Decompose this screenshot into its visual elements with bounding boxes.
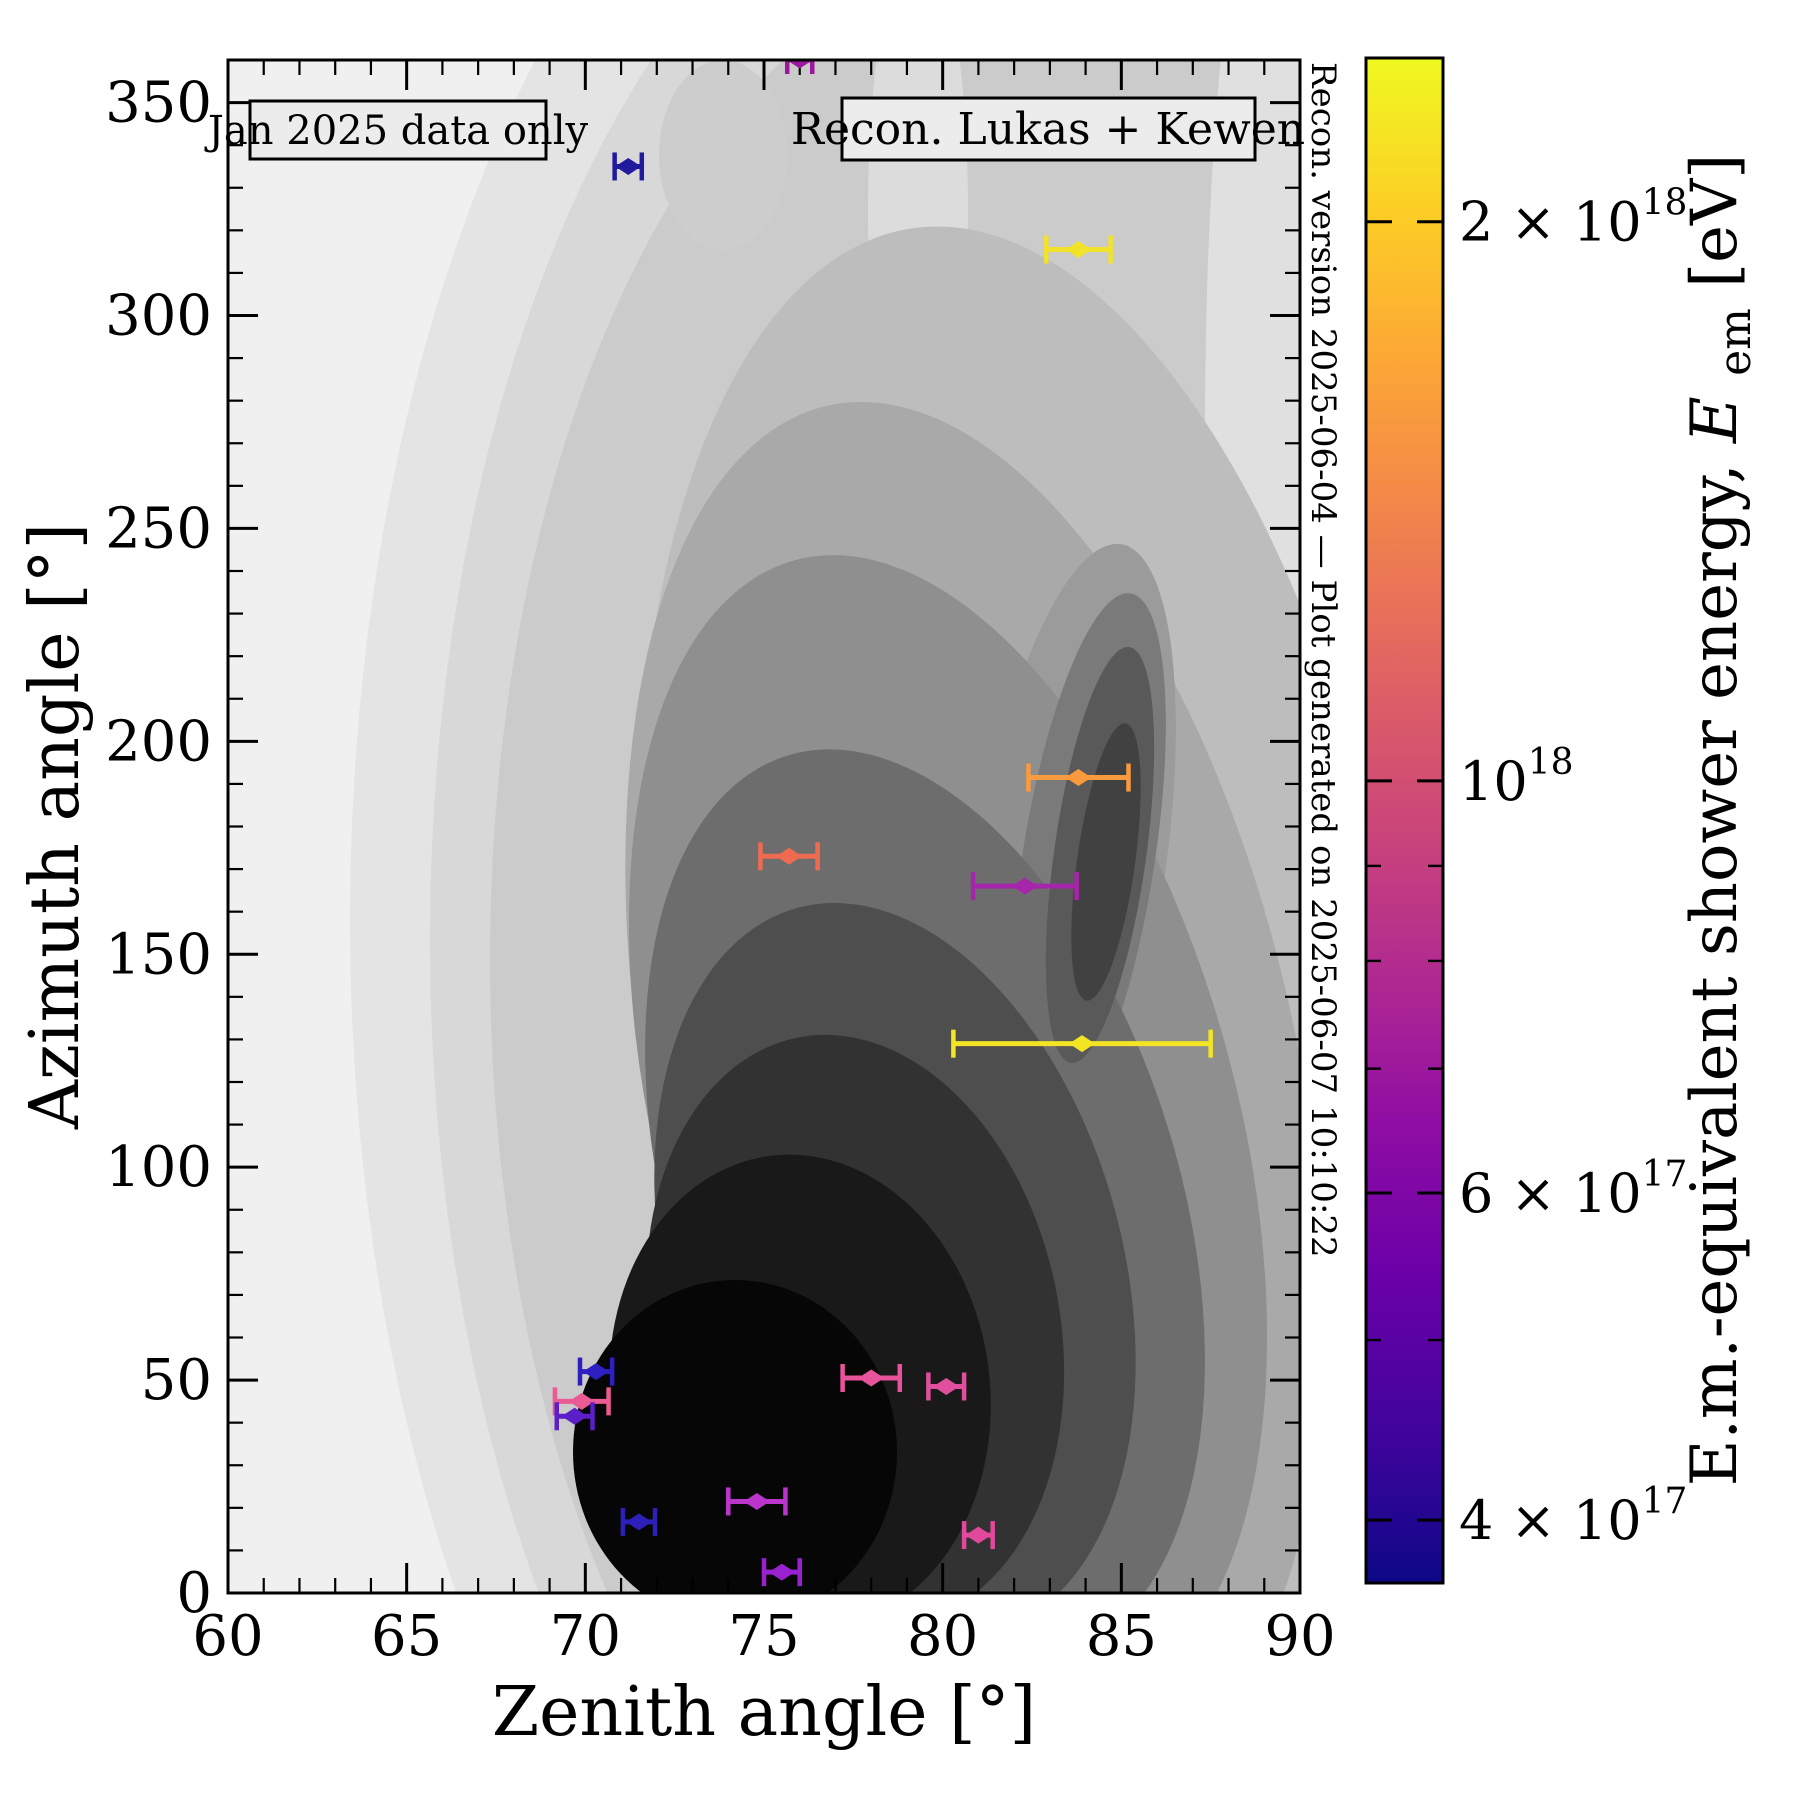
point-marker	[561, 1407, 588, 1425]
point-marker	[1011, 877, 1038, 895]
annotation-box	[840, 96, 1257, 162]
annotation-top-right-text: Recon. Lukas + Kewen	[791, 104, 1305, 155]
point-marker	[743, 1492, 770, 1510]
point-marker	[776, 847, 803, 865]
colorbar-tick-exponent: 17	[1642, 1481, 1688, 1522]
data-point	[951, 1029, 1213, 1058]
y-tick-label: 150	[105, 922, 212, 987]
data-point	[552, 1387, 611, 1416]
x-tick-label: 70	[550, 1604, 621, 1669]
y-axis-label: Azimuth angle [°]	[16, 523, 95, 1130]
point-marker	[1069, 1035, 1096, 1053]
colorbar-tick-label: 2 × 1018	[1459, 183, 1687, 254]
x-tick-label: 75	[728, 1604, 799, 1669]
colorbar-tick-base: 6 × 10	[1459, 1162, 1642, 1225]
data-point	[1026, 763, 1131, 792]
colorbar-tick-base: 4 × 10	[1459, 1489, 1642, 1552]
point-marker	[625, 1513, 652, 1531]
annotation-top-left-text: Jan 2025 data only	[204, 108, 589, 154]
contour-band	[1071, 723, 1141, 1001]
colorbar-tick-exponent: 17	[1642, 1154, 1688, 1195]
annotation-top-left: Jan 2025 data only	[204, 99, 589, 161]
y-tick-label: 100	[105, 1135, 212, 1200]
data-point	[1044, 235, 1113, 264]
point-marker	[786, 60, 813, 69]
y-tick-label: 50	[141, 1348, 212, 1413]
y-tick-label: 350	[105, 71, 212, 136]
data-point	[612, 152, 645, 181]
colorbar-tick-base: 10	[1459, 750, 1528, 813]
y-tick-label: 0	[176, 1561, 212, 1626]
x-tick-label: 90	[1264, 1604, 1335, 1669]
data-points	[552, 60, 1213, 1587]
point-marker	[583, 1363, 610, 1381]
annotation-box	[248, 99, 548, 161]
colorbar-label-prefix: E.m.-equivalent shower energy,	[1678, 443, 1752, 1486]
contour-band	[659, 60, 787, 250]
point-marker	[965, 1526, 992, 1544]
y-tick-label: 200	[105, 709, 212, 774]
colorbar-tick-label: 1018	[1459, 742, 1574, 813]
annotation-top-right: Recon. Lukas + Kewen	[791, 96, 1305, 162]
colorbar-label-symbol: E	[1678, 396, 1752, 444]
data-point	[784, 60, 815, 74]
colorbar-label: E.m.-equivalent shower energy, E em [eV]	[1678, 154, 1766, 1486]
data-point	[577, 1357, 615, 1386]
data-point	[726, 1487, 788, 1516]
point-marker	[615, 157, 642, 175]
colorbar-tick-exponent: 18	[1642, 183, 1688, 224]
plot-frame	[226, 58, 1302, 1595]
point-marker	[568, 1392, 595, 1410]
data-point	[961, 1521, 995, 1550]
colorbar-gradient	[1364, 56, 1445, 1585]
data-point	[840, 1363, 903, 1392]
data-point	[554, 1402, 595, 1431]
side-note: Recon. version 2025-06-04 — Plot generat…	[1303, 62, 1343, 1258]
colorbar-tick-label: 6 × 1017	[1459, 1154, 1687, 1225]
data-point	[620, 1507, 658, 1536]
data-point	[926, 1372, 967, 1401]
point-marker	[1065, 240, 1092, 258]
x-tick-label: 60	[192, 1604, 263, 1669]
x-axis-label: Zenith angle [°]	[492, 1673, 1036, 1752]
data-point	[758, 842, 820, 871]
x-tick-label: 85	[1086, 1604, 1157, 1669]
point-marker	[1065, 769, 1092, 787]
colorbar-label-subscript: em	[1710, 308, 1761, 376]
x-tick-label: 65	[371, 1604, 442, 1669]
point-marker	[768, 1563, 795, 1581]
colorbar-tick-exponent: 18	[1528, 742, 1574, 783]
contour-background	[228, 60, 1300, 1593]
y-tick-label: 250	[105, 496, 212, 561]
point-marker	[858, 1369, 885, 1387]
colorbar-tick-base: 2 × 10	[1459, 191, 1642, 254]
data-point	[970, 872, 1079, 901]
contour-band	[573, 1280, 897, 1593]
x-tick-label: 80	[907, 1604, 978, 1669]
y-tick-label: 300	[105, 284, 212, 349]
point-marker	[933, 1377, 960, 1395]
colorbar-tick-label: 4 × 1017	[1459, 1481, 1687, 1552]
data-point	[761, 1558, 802, 1587]
colorbar-label-suffix: [eV]	[1678, 154, 1752, 288]
axis-tick-labels: 60 65 70 75 80 85 90 0 50 100 150 200 250 300 350	[105, 71, 1336, 1669]
